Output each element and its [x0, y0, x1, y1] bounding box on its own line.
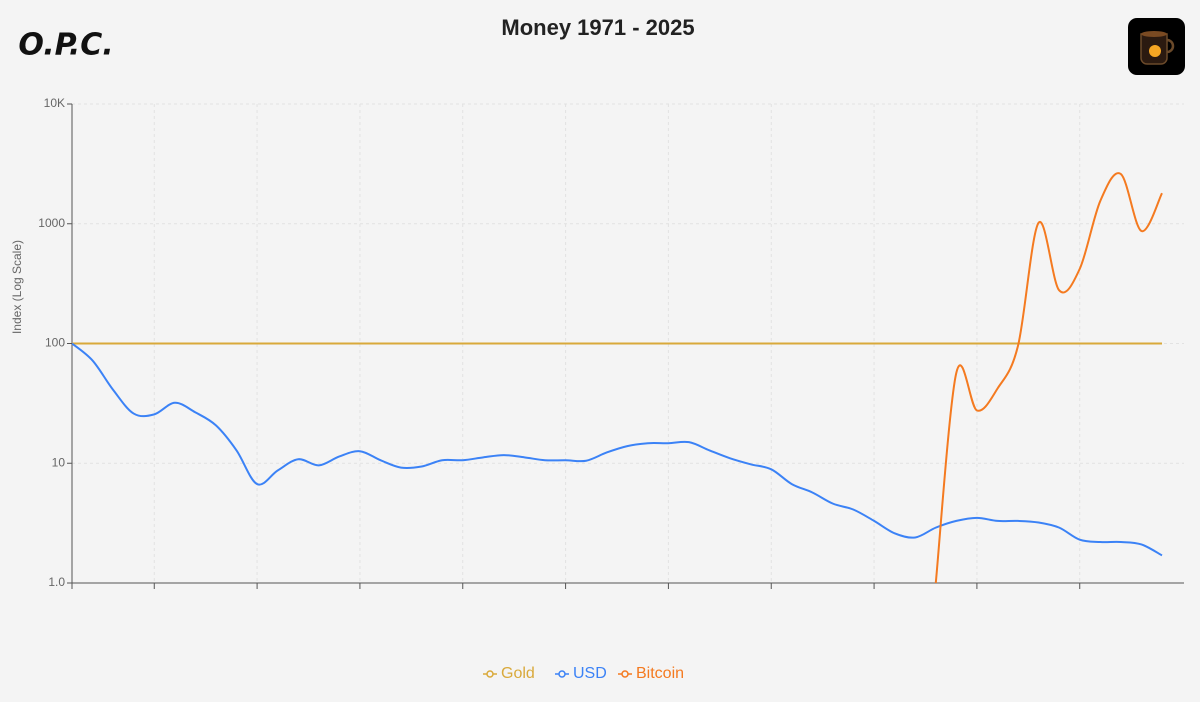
- y-tick-label: 100: [45, 336, 65, 350]
- y-tick-label: 1.0: [48, 575, 65, 589]
- app-icon: [1128, 18, 1185, 75]
- series-line: [72, 342, 1163, 557]
- y-axis-label: Index (Log Scale): [10, 240, 24, 334]
- logo: O.P.C.: [18, 28, 113, 63]
- legend-label: USD: [573, 665, 607, 682]
- legend-item[interactable]: Gold: [483, 665, 535, 682]
- legend-label: Bitcoin: [636, 665, 684, 682]
- y-tick-label: 10: [52, 455, 66, 469]
- series-line: [934, 172, 1163, 583]
- legend-item[interactable]: Bitcoin: [618, 665, 684, 682]
- chart-title: Money 1971 - 2025: [501, 15, 694, 40]
- legend: Gold USD Bitcoin: [483, 665, 684, 682]
- legend-marker: [486, 670, 494, 678]
- legend-marker: [621, 670, 629, 678]
- y-tick-label: 1000: [38, 216, 65, 230]
- legend-marker: [558, 670, 566, 678]
- legend-item[interactable]: USD: [555, 665, 607, 682]
- legend-label: Gold: [501, 665, 535, 682]
- y-tick-label: 10K: [44, 96, 65, 110]
